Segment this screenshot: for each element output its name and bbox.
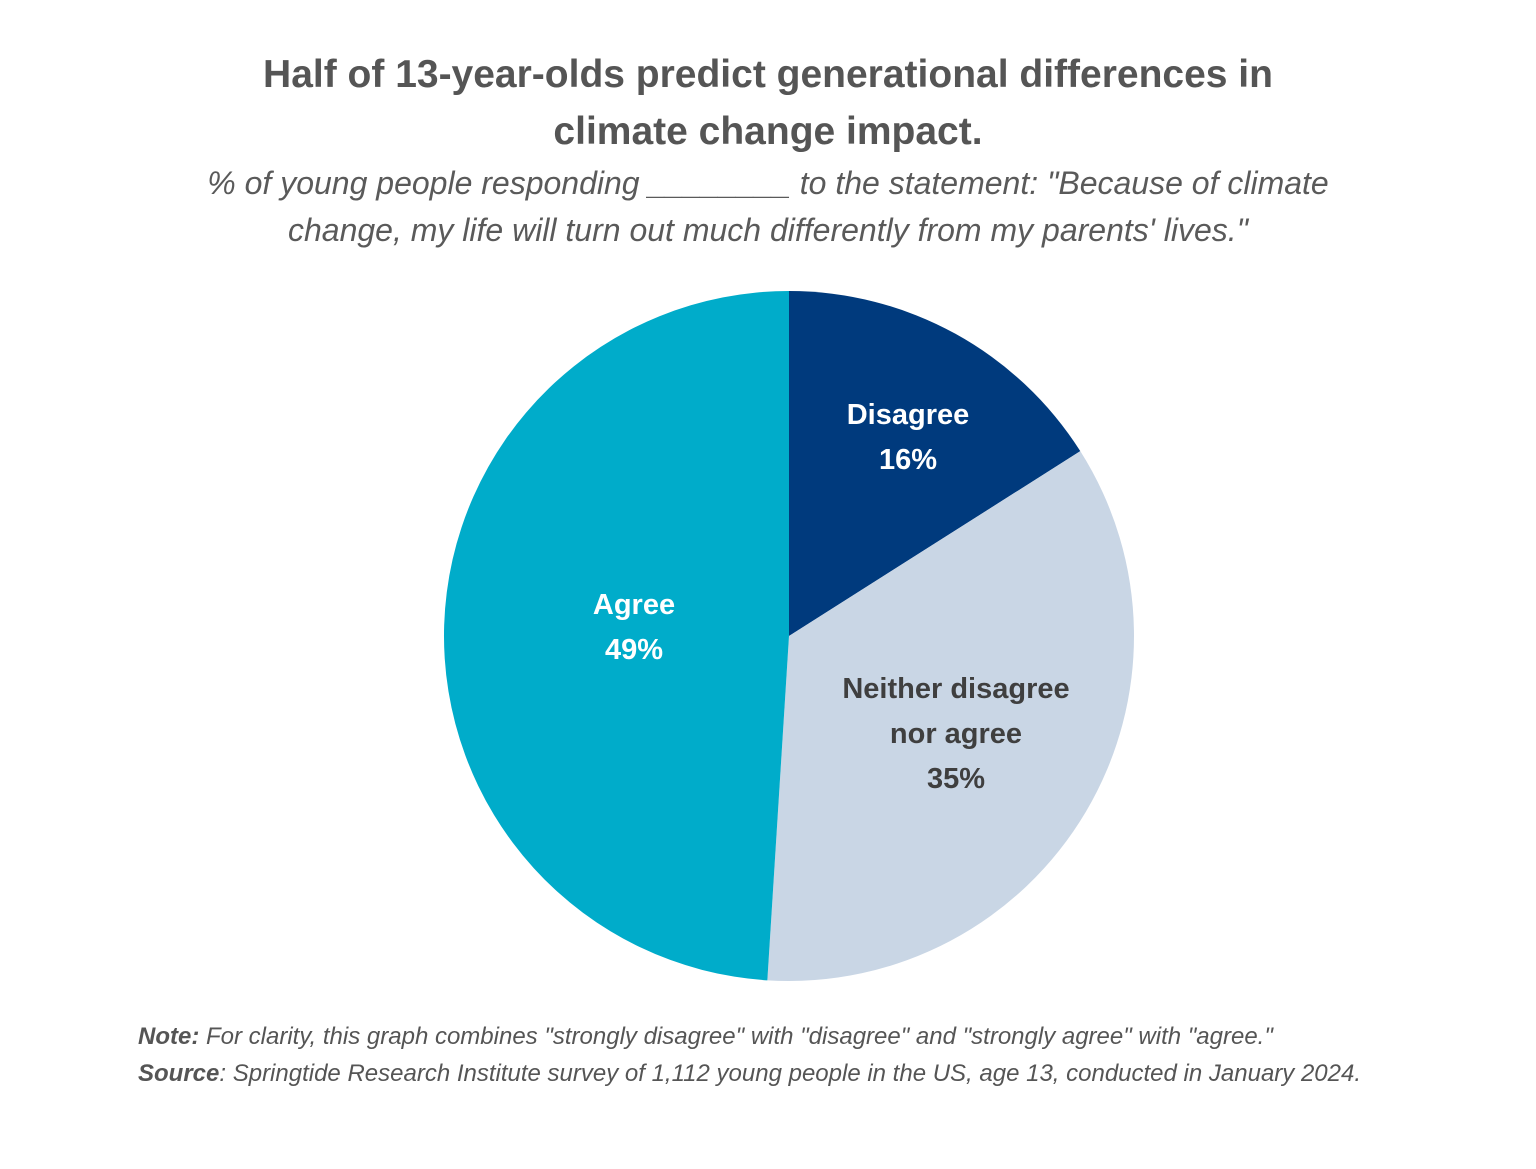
chart-title: Half of 13-year-olds predict generationa… xyxy=(0,46,1536,160)
pie-slice-disagree xyxy=(789,291,1081,636)
slice-percent-label: 35% xyxy=(927,763,985,795)
slice-percent-label: 49% xyxy=(605,634,663,666)
chart-title-line-1: Half of 13-year-olds predict generationa… xyxy=(263,53,1273,96)
footer-source-text: : Springtide Research Institute survey o… xyxy=(219,1060,1362,1087)
chart-footer: Note: For clarity, this graph combines "… xyxy=(138,1018,1518,1092)
chart-subtitle: % of young people responding ________ to… xyxy=(0,160,1536,254)
slice-label-disagree: Disagree 16% xyxy=(847,399,970,476)
footer-source-key: Source xyxy=(138,1060,220,1087)
chart-subtitle-line-2: change, my life will turn out much diffe… xyxy=(287,212,1249,248)
footer-note: Note: For clarity, this graph combines "… xyxy=(138,1018,1518,1055)
slice-percent-label: 16% xyxy=(879,444,937,476)
chart-subtitle-line-1: % of young people responding ________ to… xyxy=(207,165,1329,201)
slice-category-label: Disagree xyxy=(847,399,970,431)
pie-slice-agree xyxy=(443,291,789,981)
footer-source: Source: Springtide Research Institute su… xyxy=(138,1055,1518,1092)
slice-category-label: Agree xyxy=(593,589,675,621)
slice-label-neither-disagree: Neither disagree nor agree 35% xyxy=(842,673,1069,795)
slice-label-agree: Agree 49% xyxy=(593,589,675,666)
footer-note-text: For clarity, this graph combines "strong… xyxy=(199,1023,1273,1050)
chart-title-line-2: climate change impact. xyxy=(553,110,983,153)
pie-slice-neither-disagree xyxy=(767,451,1134,982)
slice-category-label: Neither disagree xyxy=(842,673,1069,705)
slice-category-label: nor agree xyxy=(890,718,1022,750)
footer-note-key: Note: xyxy=(138,1023,200,1050)
